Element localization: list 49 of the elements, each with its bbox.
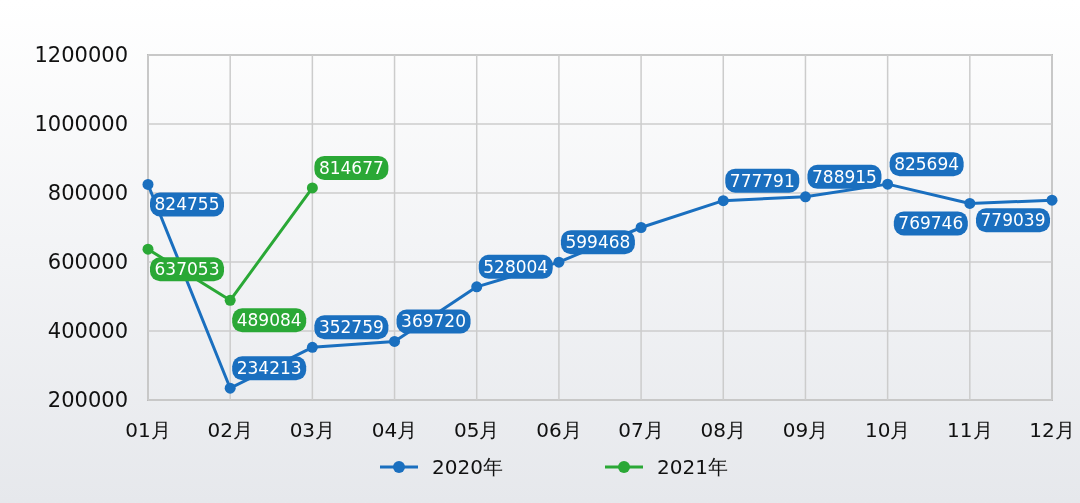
data-label: 814677 — [318, 157, 384, 178]
point — [553, 256, 565, 268]
y-tick-label: 400000 — [47, 319, 128, 343]
point — [142, 243, 154, 255]
x-tick-label: 09月 — [782, 418, 829, 442]
point — [224, 294, 236, 306]
point — [964, 197, 976, 209]
data-label: 352759 — [318, 317, 384, 338]
x-tick-label: 03月 — [289, 418, 336, 442]
x-tick-label: 01月 — [125, 418, 171, 442]
x-tick-label: 07月 — [618, 418, 664, 442]
y-tick-label: 200000 — [47, 388, 128, 412]
x-tick-label: 11月 — [947, 418, 993, 442]
x-tick-label: 05月 — [454, 418, 500, 442]
point — [389, 335, 401, 347]
point — [635, 222, 647, 233]
point — [882, 178, 894, 190]
data-label: 788915 — [812, 166, 877, 187]
y-tick-label: 1000000 — [34, 112, 128, 136]
data-label: 599468 — [565, 232, 631, 253]
x-tick-label: 08月 — [700, 418, 746, 442]
y-tick-label: 800000 — [47, 181, 128, 205]
x-tick-label: 10月 — [864, 418, 911, 442]
point — [306, 182, 318, 194]
data-label: 528004 — [483, 256, 549, 277]
data-label: 824755 — [154, 194, 220, 215]
data-label: 637053 — [154, 259, 220, 280]
x-tick-label: 04月 — [371, 418, 418, 442]
data-label: 779039 — [980, 210, 1046, 231]
x-tick-label: 06月 — [536, 418, 582, 442]
data-label: 777791 — [729, 170, 795, 191]
legend-label: 2021年 — [657, 455, 728, 479]
data-label: 825694 — [894, 154, 960, 175]
data-label: 769746 — [898, 213, 964, 234]
x-tick-label: 02月 — [207, 418, 253, 442]
y-tick-label: 1200000 — [34, 43, 128, 67]
data-label: 489084 — [236, 310, 302, 331]
point — [471, 281, 483, 293]
point — [142, 178, 154, 190]
point — [717, 195, 729, 207]
point — [306, 341, 318, 353]
data-label: 234213 — [236, 358, 302, 379]
y-tick-label: 600000 — [47, 250, 128, 274]
x-tick-label: 12月 — [1029, 418, 1075, 442]
point — [1046, 194, 1058, 206]
point — [224, 382, 236, 394]
legend-label: 2020年 — [432, 455, 503, 479]
point — [799, 191, 811, 203]
data-label: 369720 — [401, 311, 466, 332]
